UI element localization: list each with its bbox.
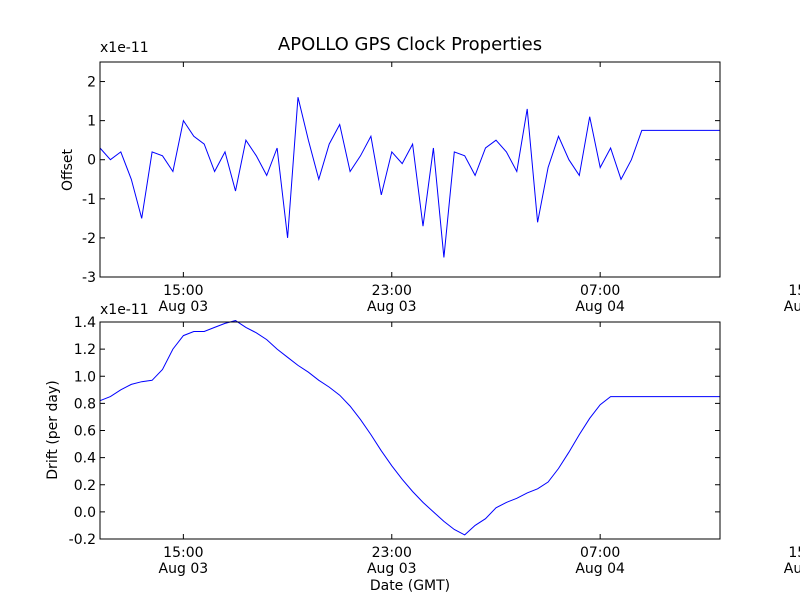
x-tick-label-time: 23:00	[372, 283, 412, 299]
y-tick-label: 0.0	[74, 505, 96, 521]
x-tick-label-date: Aug 04	[784, 561, 800, 577]
offset-scale-label: x1e-11	[100, 40, 149, 56]
y-tick-label: 0.6	[74, 424, 96, 440]
drift-scale-label: x1e-11	[100, 302, 149, 318]
x-tick-label-time: 23:00	[372, 545, 412, 561]
y-tick-label: 1.4	[74, 315, 96, 331]
x-tick-label-time: 07:00	[580, 283, 620, 299]
y-tick-label: -3	[82, 270, 96, 286]
y-tick-label: -2	[82, 231, 96, 247]
x-tick-label-date: Aug 03	[367, 299, 417, 315]
x-tick-label-date: Aug 03	[159, 561, 209, 577]
x-tick-label-time: 15:00	[788, 545, 800, 561]
y-tick-label: -0.2	[69, 532, 96, 548]
x-tick-label-date: Aug 03	[159, 299, 209, 315]
chart-title: APOLLO GPS Clock Properties	[278, 34, 542, 55]
drift-series-line	[99, 320, 720, 536]
offset-plot-frame	[99, 61, 721, 278]
y-tick-label: 1.2	[74, 342, 96, 358]
x-tick-label-time: 07:00	[580, 545, 620, 561]
x-tick-label-date: Aug 04	[575, 561, 625, 577]
y-tick-label: 0.2	[74, 478, 96, 494]
drift-x-axis-label: Date (GMT)	[370, 578, 450, 594]
offset-series-line	[99, 97, 720, 258]
drift-panel: x1e-11 Drift (per day) Date (GMT) -0.2 0.…	[45, 302, 800, 594]
x-tick-label-date: Aug 04	[784, 299, 800, 315]
x-tick-label-time: 15:00	[788, 283, 800, 299]
y-tick-label: 1.0	[74, 369, 96, 385]
x-tick-label-date: Aug 03	[367, 561, 417, 577]
y-tick-label: 2	[87, 75, 96, 91]
y-tick-label: -1	[82, 192, 96, 208]
x-tick-label-time: 15:00	[163, 283, 203, 299]
y-tick-label: 1	[87, 114, 96, 130]
y-tick-label: 0.8	[74, 396, 96, 412]
x-tick-label-date: Aug 04	[575, 299, 625, 315]
y-tick-label: 0	[87, 153, 96, 169]
drift-y-axis-label: Drift (per day)	[45, 380, 61, 479]
x-tick-label-time: 15:00	[163, 545, 203, 561]
offset-y-axis-label: Offset	[60, 148, 76, 191]
y-tick-label: 0.4	[74, 451, 96, 467]
